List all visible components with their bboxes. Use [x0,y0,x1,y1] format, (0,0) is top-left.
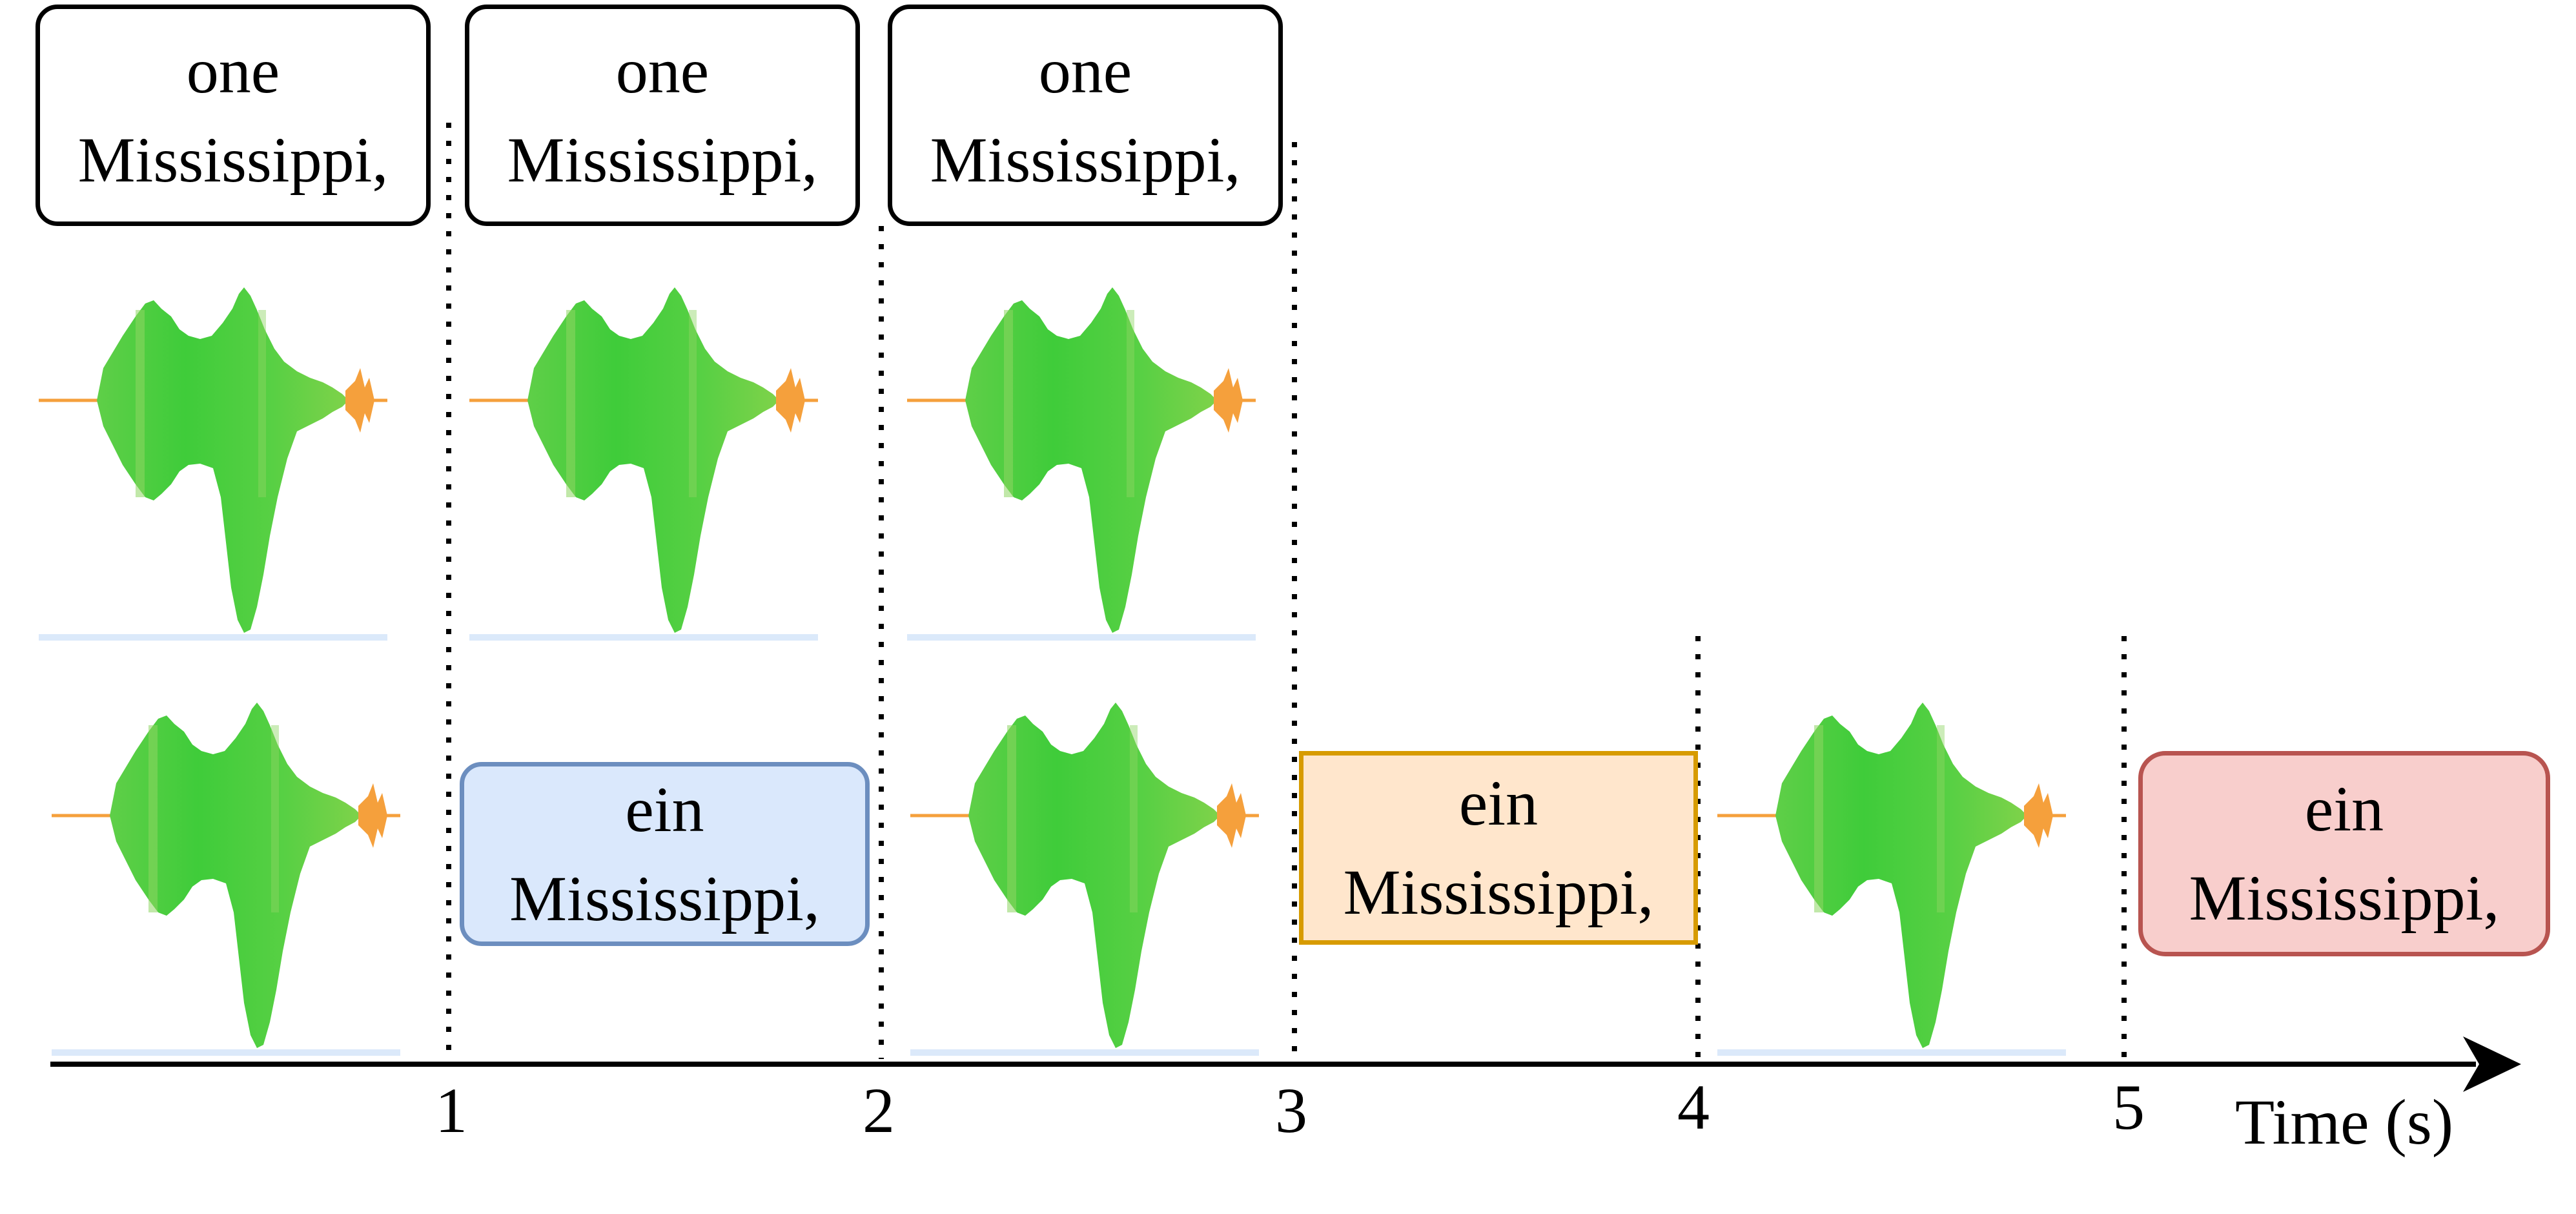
target-segment-3: ein Mississippi, [2138,751,2550,956]
tick-label-2: 2 [863,1075,895,1146]
target-segment-1-river: Mississippi, [509,862,820,934]
target-segment-3-river: Mississippi, [2189,862,2500,934]
source-segment-2-word: one [615,34,710,107]
source-segment-3-river: Mississippi, [930,123,1241,196]
source-segment-1: one Mississippi, [36,5,431,226]
source-waveform-3 [907,287,1256,641]
tick-label-4: 4 [1677,1071,1710,1143]
tick-label-1: 1 [435,1075,467,1146]
source-segment-1-river: Mississippi, [77,123,389,196]
source-segment-3-word: one [1038,34,1132,107]
time-axis-arrowhead [2463,1036,2521,1092]
target-segment-1-word: ein [625,773,704,845]
target-waveform-1 [52,703,400,1056]
target-segment-3-word: ein [2304,773,2384,845]
target-segment-2: ein Mississippi, [1299,751,1698,945]
tick-label-3: 3 [1275,1075,1307,1146]
target-segment-2-word: ein [1458,767,1538,839]
source-segment-3: one Mississippi, [888,5,1283,226]
target-segment-2-river: Mississippi, [1343,856,1654,928]
source-segment-1-word: one [186,34,280,107]
source-segment-2-river: Mississippi, [507,123,818,196]
source-waveform-2 [469,287,818,641]
source-segment-2: one Mississippi, [465,5,860,226]
target-segment-1: ein Mississippi, [460,762,870,946]
target-waveform-2 [910,703,1259,1056]
time-axis-label: Time (s) [2235,1086,2454,1158]
source-waveform-1 [39,287,387,641]
tick-label-5: 5 [2112,1071,2145,1143]
target-waveform-3 [1717,703,2066,1056]
